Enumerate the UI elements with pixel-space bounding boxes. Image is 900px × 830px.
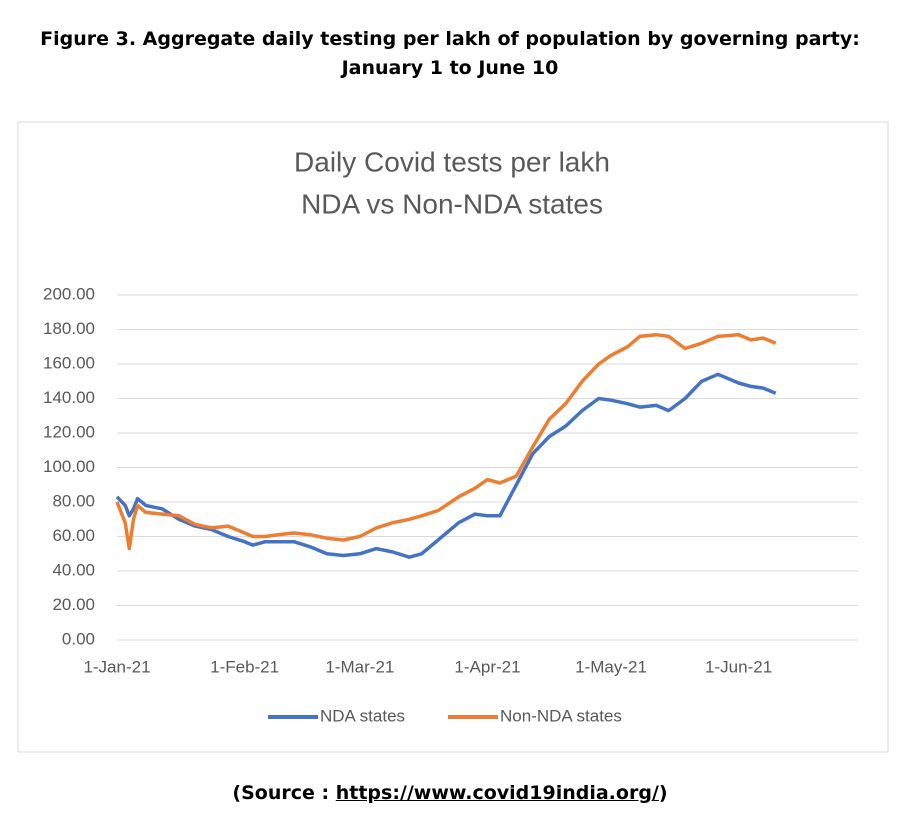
- figure-caption: January 1 to June 10: [341, 57, 559, 79]
- y-tick-label: 140.00: [43, 388, 95, 407]
- y-tick-label: 0.00: [62, 629, 95, 648]
- x-tick-label: 1-Jun-21: [705, 657, 772, 676]
- source-prefix: (Source :: [232, 782, 336, 804]
- x-tick-label: 1-Apr-21: [454, 657, 520, 676]
- x-tick-label: 1-Mar-21: [325, 657, 394, 676]
- legend-label: NDA states: [320, 706, 405, 725]
- y-tick-label: 60.00: [52, 526, 95, 545]
- y-tick-label: 20.00: [52, 595, 95, 614]
- y-tick-label: 80.00: [52, 491, 95, 510]
- chart: Daily Covid tests per lakh NDA vs Non-ND…: [17, 121, 889, 753]
- source-link[interactable]: https://www.covid19india.org/: [335, 782, 659, 804]
- source: (Source : https://www.covid19india.org/): [0, 782, 900, 804]
- data-line: [115, 332, 777, 551]
- chart-title: NDA vs Non-NDA states: [301, 188, 603, 219]
- y-tick-label: 120.00: [43, 422, 95, 441]
- y-tick-label: 180.00: [43, 319, 95, 338]
- chart-border: [17, 121, 889, 753]
- y-tick-label: 200.00: [43, 284, 95, 303]
- x-tick-label: 1-May-21: [575, 657, 647, 676]
- figure-caption: Figure 3. Aggregate daily testing per la…: [40, 28, 860, 50]
- y-tick-label: 160.00: [43, 353, 95, 372]
- legend-label: Non-NDA states: [500, 706, 622, 725]
- source-suffix: ): [658, 782, 668, 804]
- data-line: [115, 372, 777, 559]
- x-tick-label: 1-Feb-21: [210, 657, 279, 676]
- y-tick-label: 40.00: [52, 560, 95, 579]
- y-tick-label: 100.00: [43, 457, 95, 476]
- x-tick-label: 1-Jan-21: [83, 657, 150, 676]
- chart-title: Daily Covid tests per lakh: [294, 146, 610, 177]
